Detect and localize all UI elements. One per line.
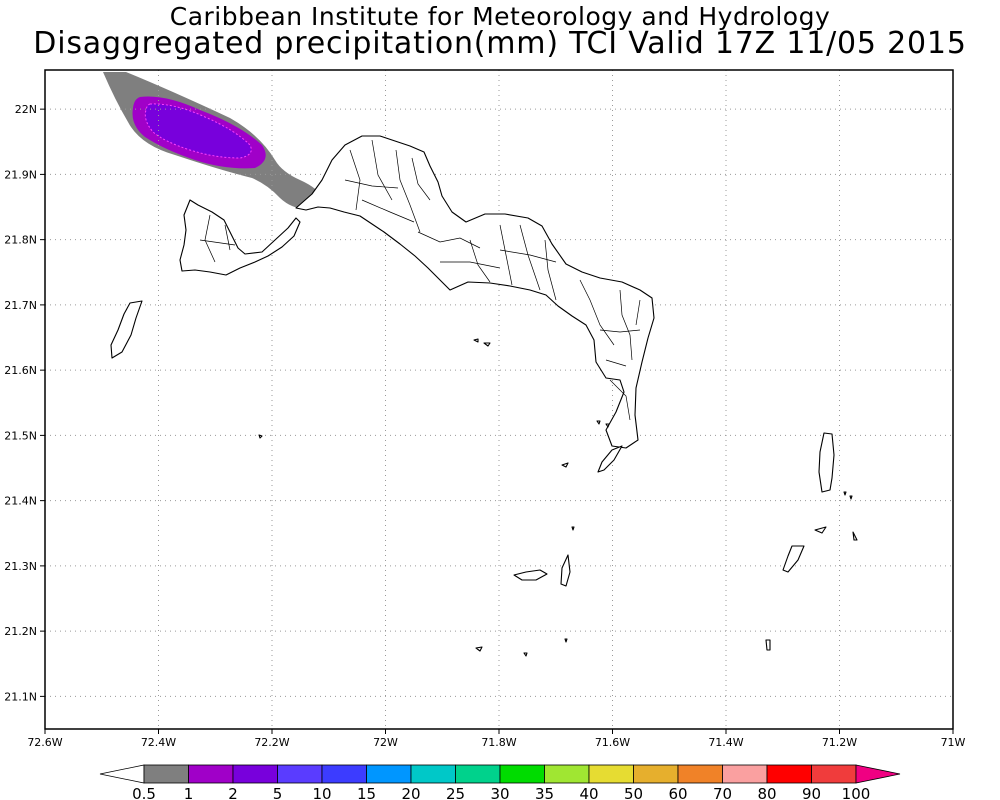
lat-tick-label: 21.2N <box>4 625 37 638</box>
island-providenciales <box>179 199 301 276</box>
lat-tick-label: 21.7N <box>4 299 37 312</box>
colorbar-segment <box>722 764 768 784</box>
colorbar-label: 90 <box>802 785 821 800</box>
cay-dot-1 <box>258 434 263 439</box>
lat-tick-label: 21.9N <box>4 168 37 181</box>
lon-tick-label: 72.6W <box>27 736 62 749</box>
island-west-caicos <box>110 300 143 359</box>
colorbar-segment <box>811 764 857 784</box>
title-line-2: Disaggregated precipitation(mm) TCI Vali… <box>33 26 967 61</box>
lon-tick-label: 71.8W <box>481 736 516 749</box>
colorbar-label: 70 <box>713 785 732 800</box>
title-line-1: Caribbean Institute for Meteorology and … <box>169 2 831 31</box>
colorbar-label: 5 <box>273 785 283 800</box>
cay-ambergris <box>513 569 548 581</box>
colorbar-label: 40 <box>579 785 598 800</box>
lon-tick-label: 72.4W <box>141 736 176 749</box>
colorbar-segment <box>766 764 812 784</box>
colorbar-label: 25 <box>446 785 465 800</box>
colorbar-label: 15 <box>357 785 376 800</box>
cay-dot-3 <box>523 652 528 657</box>
cay-french <box>473 338 479 343</box>
cay-cotton <box>852 531 858 541</box>
lon-tick-label: 72.2W <box>254 736 289 749</box>
lat-tick-label: 21.5N <box>4 429 37 442</box>
colorbar-segment <box>99 764 145 784</box>
lon-tick-label: 71.2W <box>822 736 857 749</box>
cay-dot-6 <box>849 495 853 500</box>
lon-tick-label: 71W <box>941 736 966 749</box>
colorbar-label: 10 <box>312 785 331 800</box>
colorbar-segment <box>677 764 723 784</box>
lat-tick-label: 22N <box>15 103 37 116</box>
colorbar-segment <box>499 764 545 784</box>
colorbar-label: 1 <box>184 785 194 800</box>
lat-lon-grid <box>45 70 953 729</box>
island-south-caicos <box>597 445 623 473</box>
cay-fish <box>561 462 569 468</box>
colorbar-label: 35 <box>535 785 554 800</box>
cay-dot-5 <box>843 491 847 496</box>
colorbar-label: 50 <box>624 785 643 800</box>
colorbar-label: 60 <box>668 785 687 800</box>
lat-tick-label: 21.4N <box>4 495 37 508</box>
lat-tick-label: 21.3N <box>4 560 37 573</box>
coastlines <box>110 135 858 657</box>
colorbar-label: 30 <box>490 785 509 800</box>
cay-dot-7 <box>571 526 575 531</box>
lat-tick-label: 21.1N <box>4 690 37 703</box>
colorbar-label: 20 <box>401 785 420 800</box>
colorbar-label: 0.5 <box>132 785 156 800</box>
colorbar-segment <box>366 764 412 784</box>
lon-tick-label: 71.6W <box>595 736 630 749</box>
cay-dot-8 <box>596 420 601 425</box>
latitude-axis: 22N 21.9N 21.8N 21.7N 21.6N 21.5N 21.4N 21.3N 21… <box>4 103 45 703</box>
colorbar-label: 80 <box>757 785 776 800</box>
colorbar-segment <box>188 764 234 784</box>
precipitation-field <box>103 72 325 209</box>
island-salt-cay <box>782 545 805 573</box>
lat-tick-label: 21.6N <box>4 364 37 377</box>
colorbar: 0.5 1 2 5 10 15 20 25 30 35 40 50 60 70 80 90 100 <box>99 764 901 800</box>
island-grand-turk <box>818 432 835 493</box>
colorbar-segment <box>588 764 634 784</box>
colorbar-segment <box>143 764 189 784</box>
colorbar-segment <box>544 764 590 784</box>
lat-tick-label: 21.8N <box>4 234 37 247</box>
lon-tick-label: 71.4W <box>708 736 743 749</box>
colorbar-segment <box>855 764 901 784</box>
colorbar-label: 100 <box>842 785 871 800</box>
lon-tick-label: 72W <box>373 736 398 749</box>
cay-dot-4 <box>564 638 568 643</box>
colorbar-segment <box>321 764 367 784</box>
longitude-axis: 72.6W 72.4W 72.2W 72W 71.8W 71.6W 71.4W 71.2W 71… <box>27 729 966 749</box>
district-boundaries <box>199 139 641 421</box>
colorbar-label: 2 <box>228 785 238 800</box>
cay-bush <box>483 342 491 347</box>
colorbar-segment <box>410 764 456 784</box>
precip-area-heavy <box>145 103 252 158</box>
colorbar-segment <box>232 764 278 784</box>
precip-contour-light <box>144 103 252 159</box>
cay-pear <box>765 639 771 651</box>
cay-dot-9 <box>605 423 610 428</box>
island-caicos-main <box>295 135 655 449</box>
colorbar-segment <box>455 764 501 784</box>
colorbar-segment <box>277 764 323 784</box>
cay-dot-2 <box>475 646 483 652</box>
cay-long <box>814 526 827 534</box>
colorbar-segment <box>633 764 679 784</box>
cay-ambergris-little <box>560 554 571 587</box>
